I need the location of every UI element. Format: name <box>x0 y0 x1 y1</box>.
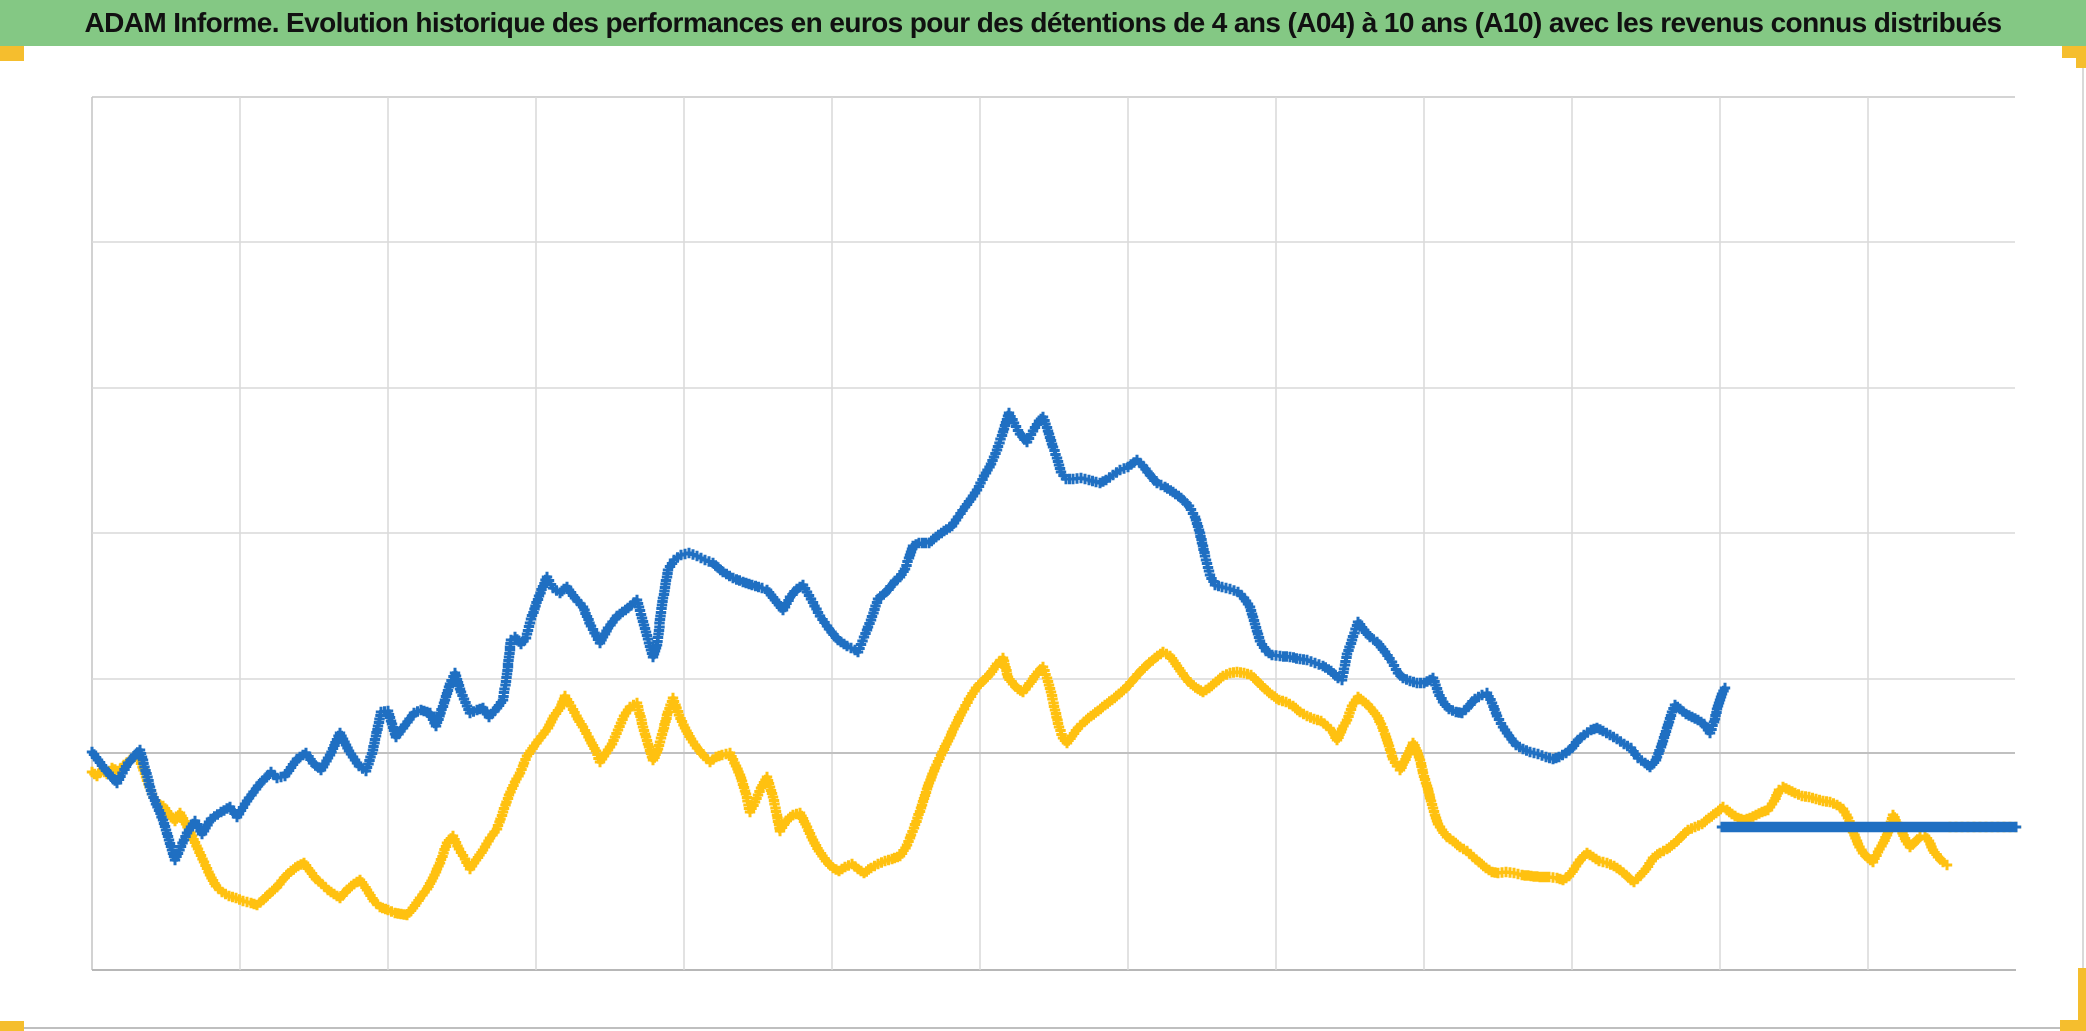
page-right-edge-line <box>2082 46 2084 1028</box>
serie-bleue-markers <box>86 407 1731 866</box>
serie-jaune-markers <box>86 646 1953 921</box>
corner-accent-top-left <box>0 46 24 61</box>
serie-bleue-flat-tail <box>1716 821 2022 833</box>
page-bottom-rule <box>0 1027 2086 1029</box>
title-banner: ADAM Informe. Evolution historique des p… <box>0 0 2086 46</box>
page-title: ADAM Informe. Evolution historique des p… <box>84 7 2002 38</box>
corner-accent-bottom-right-a <box>2078 968 2086 1031</box>
series-blue <box>86 407 2022 866</box>
corner-accent-top-right-b <box>2076 46 2086 68</box>
corner-accent-bottom-right-b <box>2060 1020 2086 1031</box>
gridlines <box>92 97 2015 970</box>
series-yellow <box>86 646 2022 921</box>
corner-accent-bottom-left <box>0 1021 24 1031</box>
